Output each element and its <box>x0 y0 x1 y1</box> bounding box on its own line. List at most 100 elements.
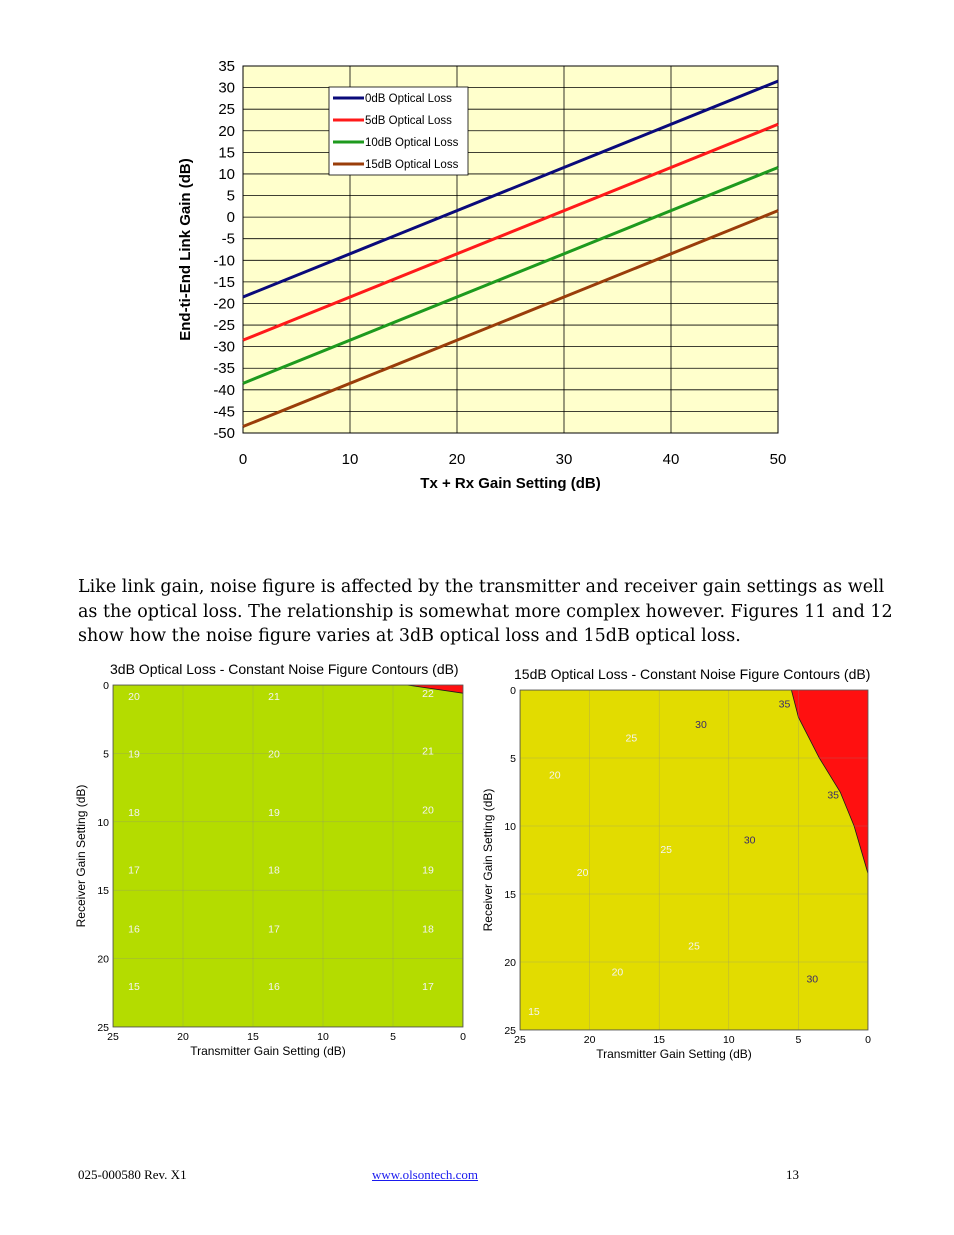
contour-label: 19 <box>128 748 140 760</box>
y-tick-label: 15 <box>97 885 109 897</box>
contour-label: 30 <box>806 973 818 985</box>
series-line <box>242 79 779 299</box>
x-tick-label: 15 <box>247 1031 259 1043</box>
x-axis-title: Transmitter Gain Setting (dB) <box>190 1044 346 1058</box>
x-tick-label: 10 <box>342 451 359 468</box>
legend-label: 5dB Optical Loss <box>365 115 452 127</box>
contour-label: 30 <box>695 719 707 731</box>
y-tick-label: -25 <box>213 317 235 334</box>
contour-regions <box>520 690 868 1030</box>
y-tick-label: 25 <box>218 101 235 118</box>
contour-label: 15 <box>128 981 140 993</box>
plot-area <box>242 65 779 434</box>
x-tick-label: 10 <box>317 1031 329 1043</box>
x-tick-label: 0 <box>239 451 247 468</box>
x-tick-label: 50 <box>770 451 787 468</box>
y-tick-label: 5 <box>510 753 516 765</box>
contour-label: 25 <box>626 733 638 745</box>
y-tick-label: 25 <box>504 1025 516 1037</box>
x-tick-label: 25 <box>514 1034 526 1046</box>
contour-label: 20 <box>128 691 140 703</box>
x-tick-label: 0 <box>460 1031 466 1043</box>
y-tick-label: -10 <box>213 252 235 269</box>
contour-label: 20 <box>612 967 624 979</box>
footer-doc-number: 025-000580 Rev. X1 <box>78 1167 187 1182</box>
contour-label: 17 <box>128 865 140 877</box>
contour-label: 20 <box>268 748 280 760</box>
contour-region <box>520 690 868 1030</box>
y-tick-label: 25 <box>97 1022 109 1034</box>
footer-website-link[interactable]: www.olsontech.com <box>372 1167 479 1182</box>
y-tick-label: 30 <box>218 80 235 97</box>
y-tick-label: -40 <box>213 382 235 399</box>
y-tick-label: 15 <box>504 889 516 901</box>
body-paragraph: Like link gain, noise figure is affected… <box>78 577 893 646</box>
contour-regions <box>113 685 463 1027</box>
contour-label: 16 <box>268 981 280 993</box>
series-line <box>242 122 779 342</box>
contour-label: 21 <box>268 691 280 703</box>
y-tick-label: -50 <box>213 425 235 442</box>
series-line <box>242 166 779 385</box>
y-tick-label: 0 <box>510 685 516 697</box>
legend-box <box>328 86 469 176</box>
contour-label: 16 <box>128 924 140 936</box>
contour-region <box>113 685 463 1027</box>
contour-label: 19 <box>422 865 434 877</box>
x-tick-label: 30 <box>556 451 573 468</box>
contour-label: 18 <box>268 865 280 877</box>
y-tick-label: 20 <box>504 957 516 969</box>
contour-label: 17 <box>422 981 434 993</box>
x-tick-label: 40 <box>663 451 680 468</box>
y-tick-label: -35 <box>213 360 235 377</box>
x-tick-label: 5 <box>390 1031 396 1043</box>
legend: 0dB Optical Loss 5dB Optical Loss 10dB Opt… <box>328 86 469 176</box>
legend-label: 15dB Optical Loss <box>365 159 459 171</box>
x-tick-label: 15 <box>653 1034 665 1046</box>
contour-label: 22 <box>422 688 434 700</box>
contour-label: 18 <box>128 807 140 819</box>
chart-title: 15dB Optical Loss - Constant Noise Figur… <box>514 666 870 682</box>
contour-label: 18 <box>422 924 434 936</box>
x-axis-title: Transmitter Gain Setting (dB) <box>596 1047 752 1061</box>
contour-label: 21 <box>422 746 434 758</box>
y-tick-label: 15 <box>218 144 235 161</box>
contour-label: 20 <box>577 867 589 879</box>
footer-page-number: 13 <box>786 1167 799 1182</box>
y-tick-label: 0 <box>227 209 235 226</box>
contour-label: 15 <box>528 1006 540 1018</box>
y-tick-label: 10 <box>218 166 235 183</box>
plot-frame <box>112 684 464 1028</box>
x-tick-label: 10 <box>723 1034 735 1046</box>
contour-label: 20 <box>422 804 434 816</box>
y-axis-title: Receiver Gain Setting (dB) <box>74 785 88 928</box>
y-tick-label: 20 <box>97 954 109 966</box>
contour-label: 25 <box>660 844 672 856</box>
legend-label: 10dB Optical Loss <box>365 137 459 149</box>
y-tick-label: 10 <box>97 817 109 829</box>
series-line <box>242 209 779 428</box>
contour-label: 30 <box>744 835 756 847</box>
link-gain-line-chart: 35302520151050-5-10-15-20-25-30-35-40-45… <box>177 58 787 492</box>
contour-label: 20 <box>549 769 561 781</box>
y-tick-label: -30 <box>213 339 235 356</box>
contour-label: 19 <box>268 807 280 819</box>
x-axis-title: Tx + Rx Gain Setting (dB) <box>420 475 600 492</box>
y-tick-label: 35 <box>218 58 235 75</box>
x-tick-label: 5 <box>795 1034 801 1046</box>
y-tick-label: 5 <box>227 188 235 205</box>
contour-label: 25 <box>688 941 700 953</box>
contour-label: 17 <box>268 924 280 936</box>
y-tick-label: -45 <box>213 403 235 420</box>
y-tick-label: 10 <box>504 821 516 833</box>
contour-label: 35 <box>779 699 791 711</box>
y-axis-title: End-ti-End Link Gain (dB) <box>177 158 194 340</box>
y-tick-label: -15 <box>213 274 235 291</box>
contour-chart-3db: 3dB Optical Loss - Constant Noise Figure… <box>74 661 466 1058</box>
x-tick-label: 20 <box>449 451 466 468</box>
legend-label: 0dB Optical Loss <box>365 93 452 105</box>
x-tick-label: 20 <box>584 1034 596 1046</box>
y-tick-label: -20 <box>213 295 235 312</box>
x-tick-label: 25 <box>107 1031 119 1043</box>
plot-frame <box>519 689 869 1031</box>
